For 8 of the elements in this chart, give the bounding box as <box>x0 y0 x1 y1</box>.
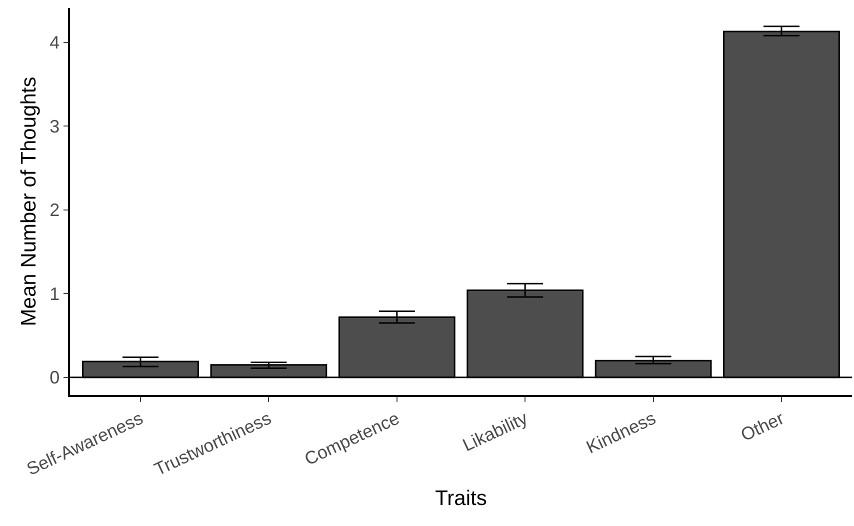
y-tick-label: 0 <box>50 368 60 388</box>
x-tick-label: Other <box>738 408 787 446</box>
y-axis-title: Mean Number of Thoughts <box>17 76 40 326</box>
y-tick-label: 4 <box>50 32 60 53</box>
x-axis-title: Traits <box>435 487 487 510</box>
y-tick-label: 2 <box>50 200 60 220</box>
y-tick-label: 1 <box>50 284 60 304</box>
y-tick-label: 3 <box>50 116 60 136</box>
